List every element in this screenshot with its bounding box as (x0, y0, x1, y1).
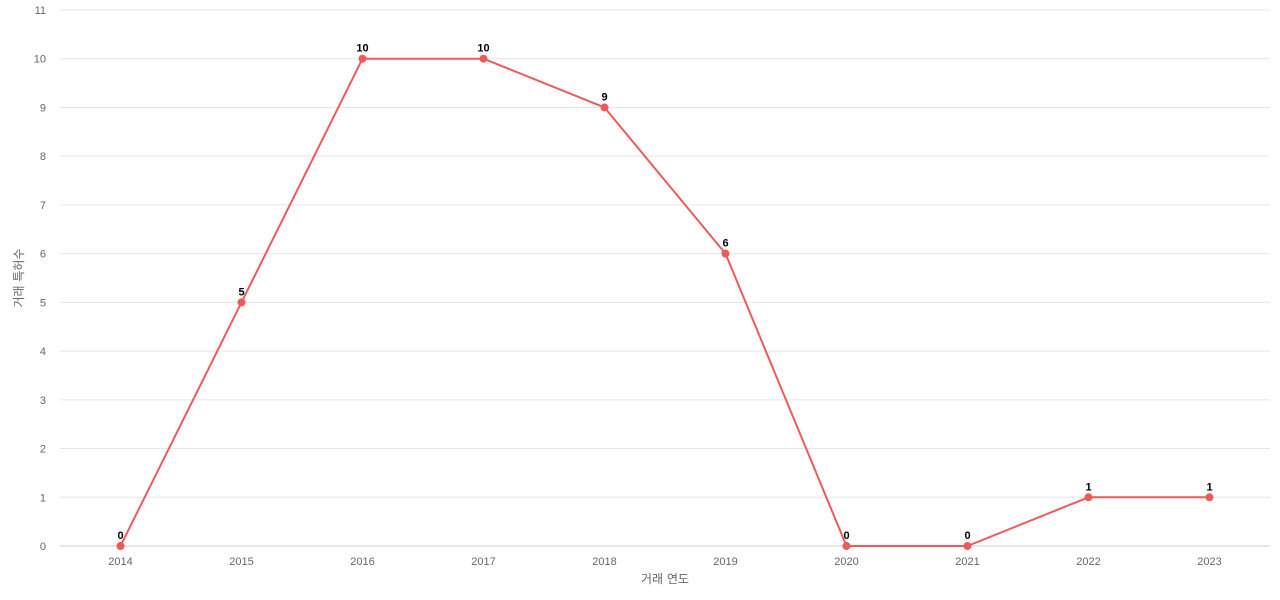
data-point (1084, 493, 1093, 502)
x-tick-label: 2023 (1197, 556, 1221, 568)
x-tick-label: 2018 (592, 556, 616, 568)
data-label: 10 (477, 43, 489, 55)
x-tick-label: 2017 (471, 556, 495, 568)
y-tick-label: 1 (40, 492, 46, 504)
data-point (963, 542, 972, 550)
data-point (1205, 493, 1214, 502)
y-axis-title: 거래 특허수 (12, 248, 26, 307)
data-point (116, 542, 125, 550)
x-axis-ticks: 2014 2015 2016 2017 2018 2019 2020 2021 2022 2023 (108, 556, 1221, 568)
data-label: 0 (117, 530, 123, 542)
y-tick-label: 7 (40, 200, 46, 212)
x-tick-label: 2021 (955, 556, 979, 568)
x-tick-label: 2020 (834, 556, 858, 568)
data-label: 0 (964, 530, 970, 542)
x-tick-label: 2019 (713, 556, 737, 568)
data-labels: 0 5 10 10 9 6 0 0 1 1 (117, 43, 1212, 542)
data-point (237, 298, 246, 307)
data-point (358, 54, 367, 63)
y-tick-label: 3 (40, 395, 46, 407)
y-tick-label: 2 (40, 444, 46, 456)
y-tick-label: 10 (34, 54, 46, 66)
data-label: 1 (1085, 481, 1091, 493)
x-tick-label: 2015 (229, 556, 253, 568)
y-tick-label: 4 (40, 346, 46, 358)
data-label: 10 (356, 43, 368, 55)
data-label: 6 (722, 238, 728, 250)
data-label: 1 (1206, 481, 1212, 493)
x-tick-label: 2014 (108, 556, 132, 568)
data-label: 5 (238, 286, 244, 298)
y-tick-label: 9 (40, 102, 46, 114)
x-axis-title: 거래 연도 (641, 572, 689, 586)
y-tick-label: 0 (40, 541, 46, 553)
data-point (842, 542, 851, 550)
data-point (600, 103, 609, 112)
data-point (721, 249, 730, 258)
x-tick-label: 2016 (350, 556, 374, 568)
y-tick-label: 5 (40, 297, 46, 309)
y-tick-label: 11 (35, 5, 46, 17)
y-axis-ticks: 0 1 2 3 4 5 6 7 8 9 10 11 (34, 5, 46, 553)
series-line (119, 57, 1210, 547)
series-layer (116, 54, 1214, 550)
y-tick-label: 6 (40, 249, 46, 261)
data-point (479, 54, 488, 63)
y-tick-label: 8 (40, 151, 46, 163)
x-tick-label: 2022 (1076, 556, 1100, 568)
data-label: 0 (843, 530, 849, 542)
grid-lines (60, 9, 1270, 547)
data-label: 9 (601, 91, 607, 103)
